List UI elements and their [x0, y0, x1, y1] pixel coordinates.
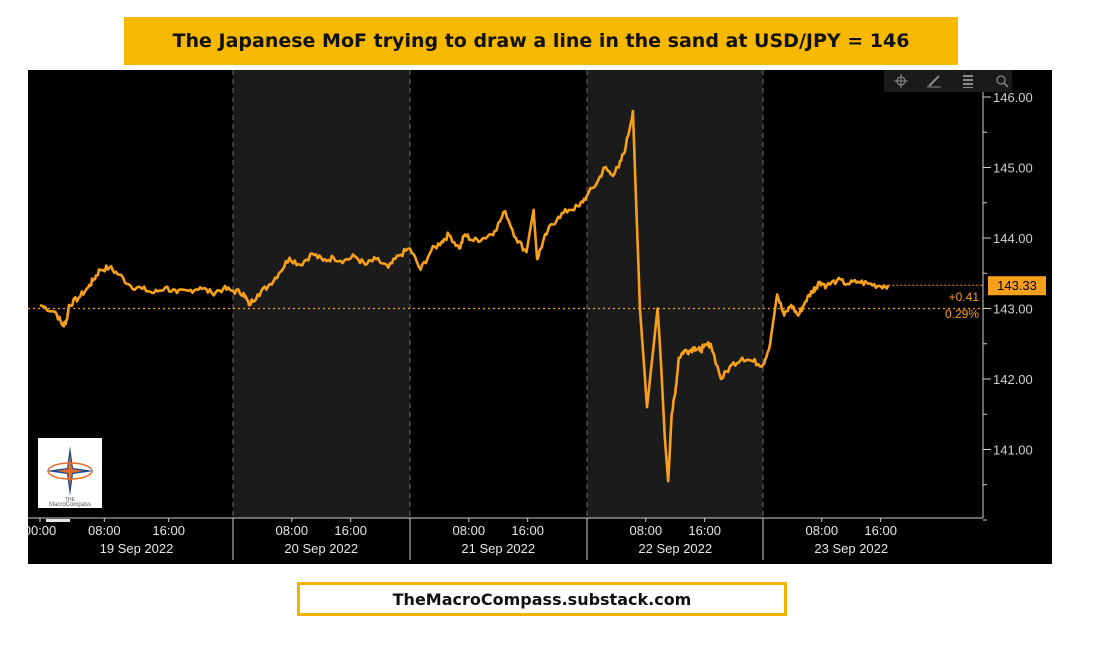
x-hour-label: 08:00 [453, 523, 486, 538]
weekend-shading [233, 70, 763, 518]
x-hour-label: 16:00 [152, 523, 185, 538]
day-separators [232, 70, 764, 560]
x-axis-range-marker [46, 519, 70, 522]
x-hour-label: 08:00 [88, 523, 121, 538]
x-hour-label: 16:00 [688, 523, 721, 538]
y-tick-label: 143.00 [993, 302, 1033, 317]
chart-toolbar [884, 70, 1012, 92]
y-tick-label: 141.00 [993, 443, 1033, 458]
shaded-day-band [587, 70, 763, 518]
chart-title: The Japanese MoF trying to draw a line i… [172, 30, 910, 52]
y-tick-label: 146.00 [993, 90, 1033, 105]
pencil-icon[interactable] [927, 75, 941, 88]
x-hour-label: 08:00 [276, 523, 309, 538]
x-hour-label: 16:00 [511, 523, 544, 538]
chart-svg: 146.00 145.00 144.00 143.00 142.00 141.00 00:… [24, 70, 1046, 560]
x-day-label: 20 Sep 2022 [284, 541, 358, 556]
x-hour-label: 08:00 [806, 523, 839, 538]
change-pct-label: 0.29% [945, 307, 979, 321]
x-day-label: 19 Sep 2022 [100, 541, 174, 556]
last-price-badge [988, 276, 1046, 296]
chart-title-banner: The Japanese MoF trying to draw a line i… [124, 17, 958, 65]
y-axis: 146.00 145.00 144.00 143.00 142.00 141.00 [982, 70, 1033, 521]
x-hour-label: 08:00 [630, 523, 663, 538]
chart-panel: 146.00 145.00 144.00 143.00 142.00 141.00 00:… [24, 70, 1052, 564]
series-line [39, 109, 890, 483]
last-price-label: 143.33 [997, 278, 1037, 293]
x-day-label: 21 Sep 2022 [461, 541, 535, 556]
series-group [39, 109, 890, 483]
logo-text-bottom: MacroCompass [49, 502, 91, 508]
footer-banner: TheMacroCompass.substack.com [297, 582, 787, 616]
x-axis: 00:00 08:00 16:00 08:00 16:00 08:00 16:00 08:00… [24, 517, 983, 556]
change-abs-label: +0.41 [949, 290, 980, 304]
search-icon[interactable] [996, 75, 1009, 88]
x-hour-label: 16:00 [334, 523, 367, 538]
macrocompass-logo: THE MacroCompass [38, 438, 102, 508]
y-tick-label: 145.00 [993, 161, 1033, 176]
price-badges: 143.33 +0.41 0.29% [888, 276, 1046, 321]
footer-url[interactable]: TheMacroCompass.substack.com [392, 589, 692, 609]
y-tick-label: 142.00 [993, 372, 1033, 387]
toolbar-background [884, 70, 1012, 92]
x-hour-label: 00:00 [28, 523, 56, 538]
logo-text-top: THE [65, 497, 76, 503]
crosshair-icon[interactable] [894, 74, 908, 88]
list-icon[interactable] [963, 75, 973, 88]
x-hour-label: 16:00 [864, 523, 897, 538]
x-day-label: 23 Sep 2022 [814, 541, 888, 556]
shaded-day-band [233, 70, 410, 518]
x-day-label: 22 Sep 2022 [638, 541, 712, 556]
y-tick-label: 144.00 [993, 231, 1033, 246]
